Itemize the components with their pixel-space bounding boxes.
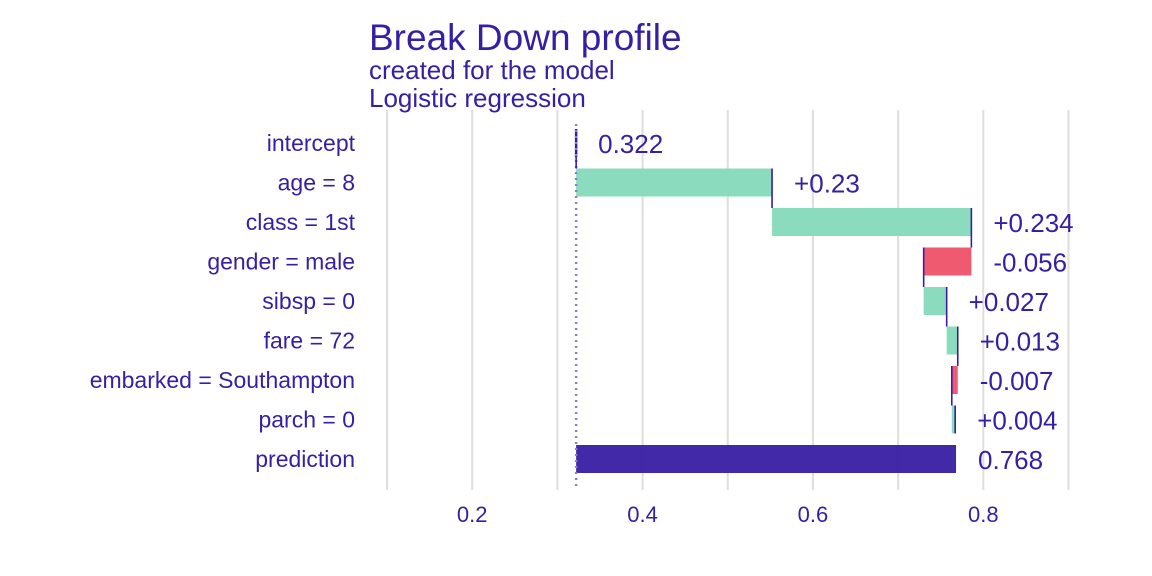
x-tick-label: 0.4 [627,502,658,527]
bar-positive [923,287,947,315]
x-tick-label: 0.8 [968,502,999,527]
value-label: +0.013 [980,327,1060,357]
bar-positive [576,168,773,197]
row-label: parch = 0 [258,407,355,433]
row-label: embarked = Southampton [90,367,355,393]
waterfall-bars [574,129,973,473]
row-label: prediction [255,446,355,472]
x-tick-label: 0.2 [457,502,488,527]
row-label: intercept [267,130,356,156]
value-label: +0.23 [794,169,860,199]
bar-negative [951,366,958,394]
row-label: gender = male [207,249,355,275]
value-labels: 0.322 +0.23 +0.234 -0.056 +0.027 +0.013 -0.007… [598,129,1073,475]
row-label: class = 1st [246,209,356,235]
value-label: 0.768 [978,445,1043,475]
value-label: -0.007 [980,366,1054,396]
row-label: fare = 72 [264,328,355,354]
bar-positive [946,326,958,355]
row-label: age = 8 [278,170,355,196]
x-tick-label: 0.6 [798,502,829,527]
bar-positive [772,208,972,236]
bar-prediction [576,445,957,473]
bar-connectors [574,124,973,490]
chart-subtitle-line-2: Logistic regression [369,83,586,113]
value-label: -0.056 [993,248,1067,278]
row-labels: intercept age = 8 class = 1st gender = male… [90,130,356,472]
chart-subtitle-line-1: created for the model [369,55,615,85]
chart-title: Break Down profile [369,17,682,58]
row-label: sibsp = 0 [262,288,355,314]
value-label: 0.322 [598,129,663,159]
value-label: +0.004 [977,406,1057,436]
x-axis-ticks: 0.2 0.4 0.6 0.8 [457,502,999,527]
grid-lines [386,110,1070,490]
bar-negative [923,247,972,276]
value-label: +0.027 [969,287,1049,317]
bar-positive [951,405,956,434]
value-label: +0.234 [993,208,1073,238]
